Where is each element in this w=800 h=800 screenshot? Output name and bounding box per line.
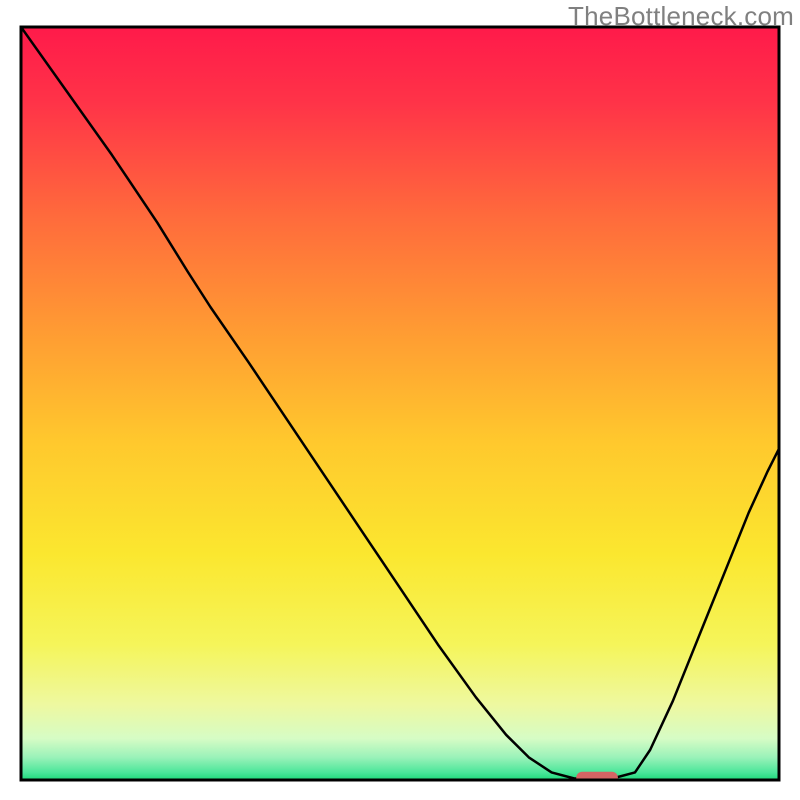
bottleneck-chart	[0, 0, 800, 800]
watermark-text: TheBottleneck.com	[568, 1, 794, 32]
chart-background	[21, 27, 779, 780]
optimal-marker	[576, 772, 618, 786]
